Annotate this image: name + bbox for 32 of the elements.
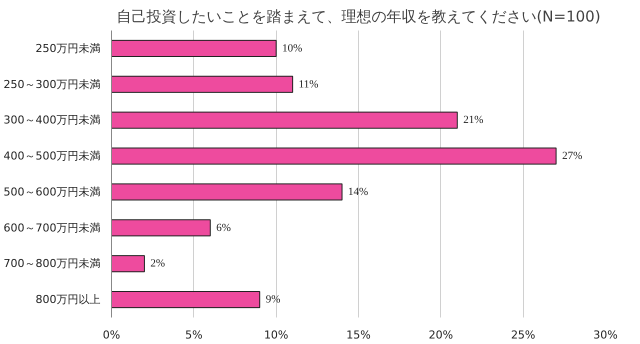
y-tick-label: 600～700万円未満 (4, 221, 101, 234)
data-label: 14% (348, 186, 368, 198)
y-tick-label: 250～300万円未満 (4, 78, 101, 91)
bar (112, 112, 458, 129)
data-label: 11% (298, 78, 318, 90)
data-label: 6% (216, 222, 231, 234)
data-label: 27% (562, 150, 582, 162)
bar (112, 76, 294, 93)
x-tick-label: 5% (185, 328, 203, 342)
y-tick-label: 700～800万円未満 (4, 257, 101, 270)
x-tick-label: 0% (102, 328, 120, 342)
data-label: 10% (282, 42, 302, 54)
data-label: 9% (266, 294, 280, 306)
x-tick-label: 10% (264, 328, 288, 342)
y-tick-label: 800万円以上 (36, 293, 101, 306)
y-tick-label: 500～600万円未満 (4, 185, 101, 198)
bar (112, 40, 277, 58)
x-tick-label: 20% (428, 328, 454, 342)
y-tick-label: 250万円未満 (36, 42, 101, 55)
y-tick-label: 300～400万円未満 (4, 114, 101, 127)
x-tick-label: 15% (346, 328, 371, 342)
bar (112, 147, 557, 165)
bar (112, 219, 211, 236)
bar (112, 183, 343, 201)
bar (112, 255, 145, 272)
bar (112, 290, 260, 308)
data-label: 21% (463, 114, 484, 126)
x-tick-label: 25% (510, 328, 536, 342)
y-tick-label: 400～500万円未満 (4, 150, 101, 163)
data-label: 2% (150, 258, 166, 270)
x-tick-label: 30% (593, 328, 618, 342)
chart-title: 自己投資したいことを踏まえて、理想の年収を教えてください(N=100) (116, 8, 601, 26)
